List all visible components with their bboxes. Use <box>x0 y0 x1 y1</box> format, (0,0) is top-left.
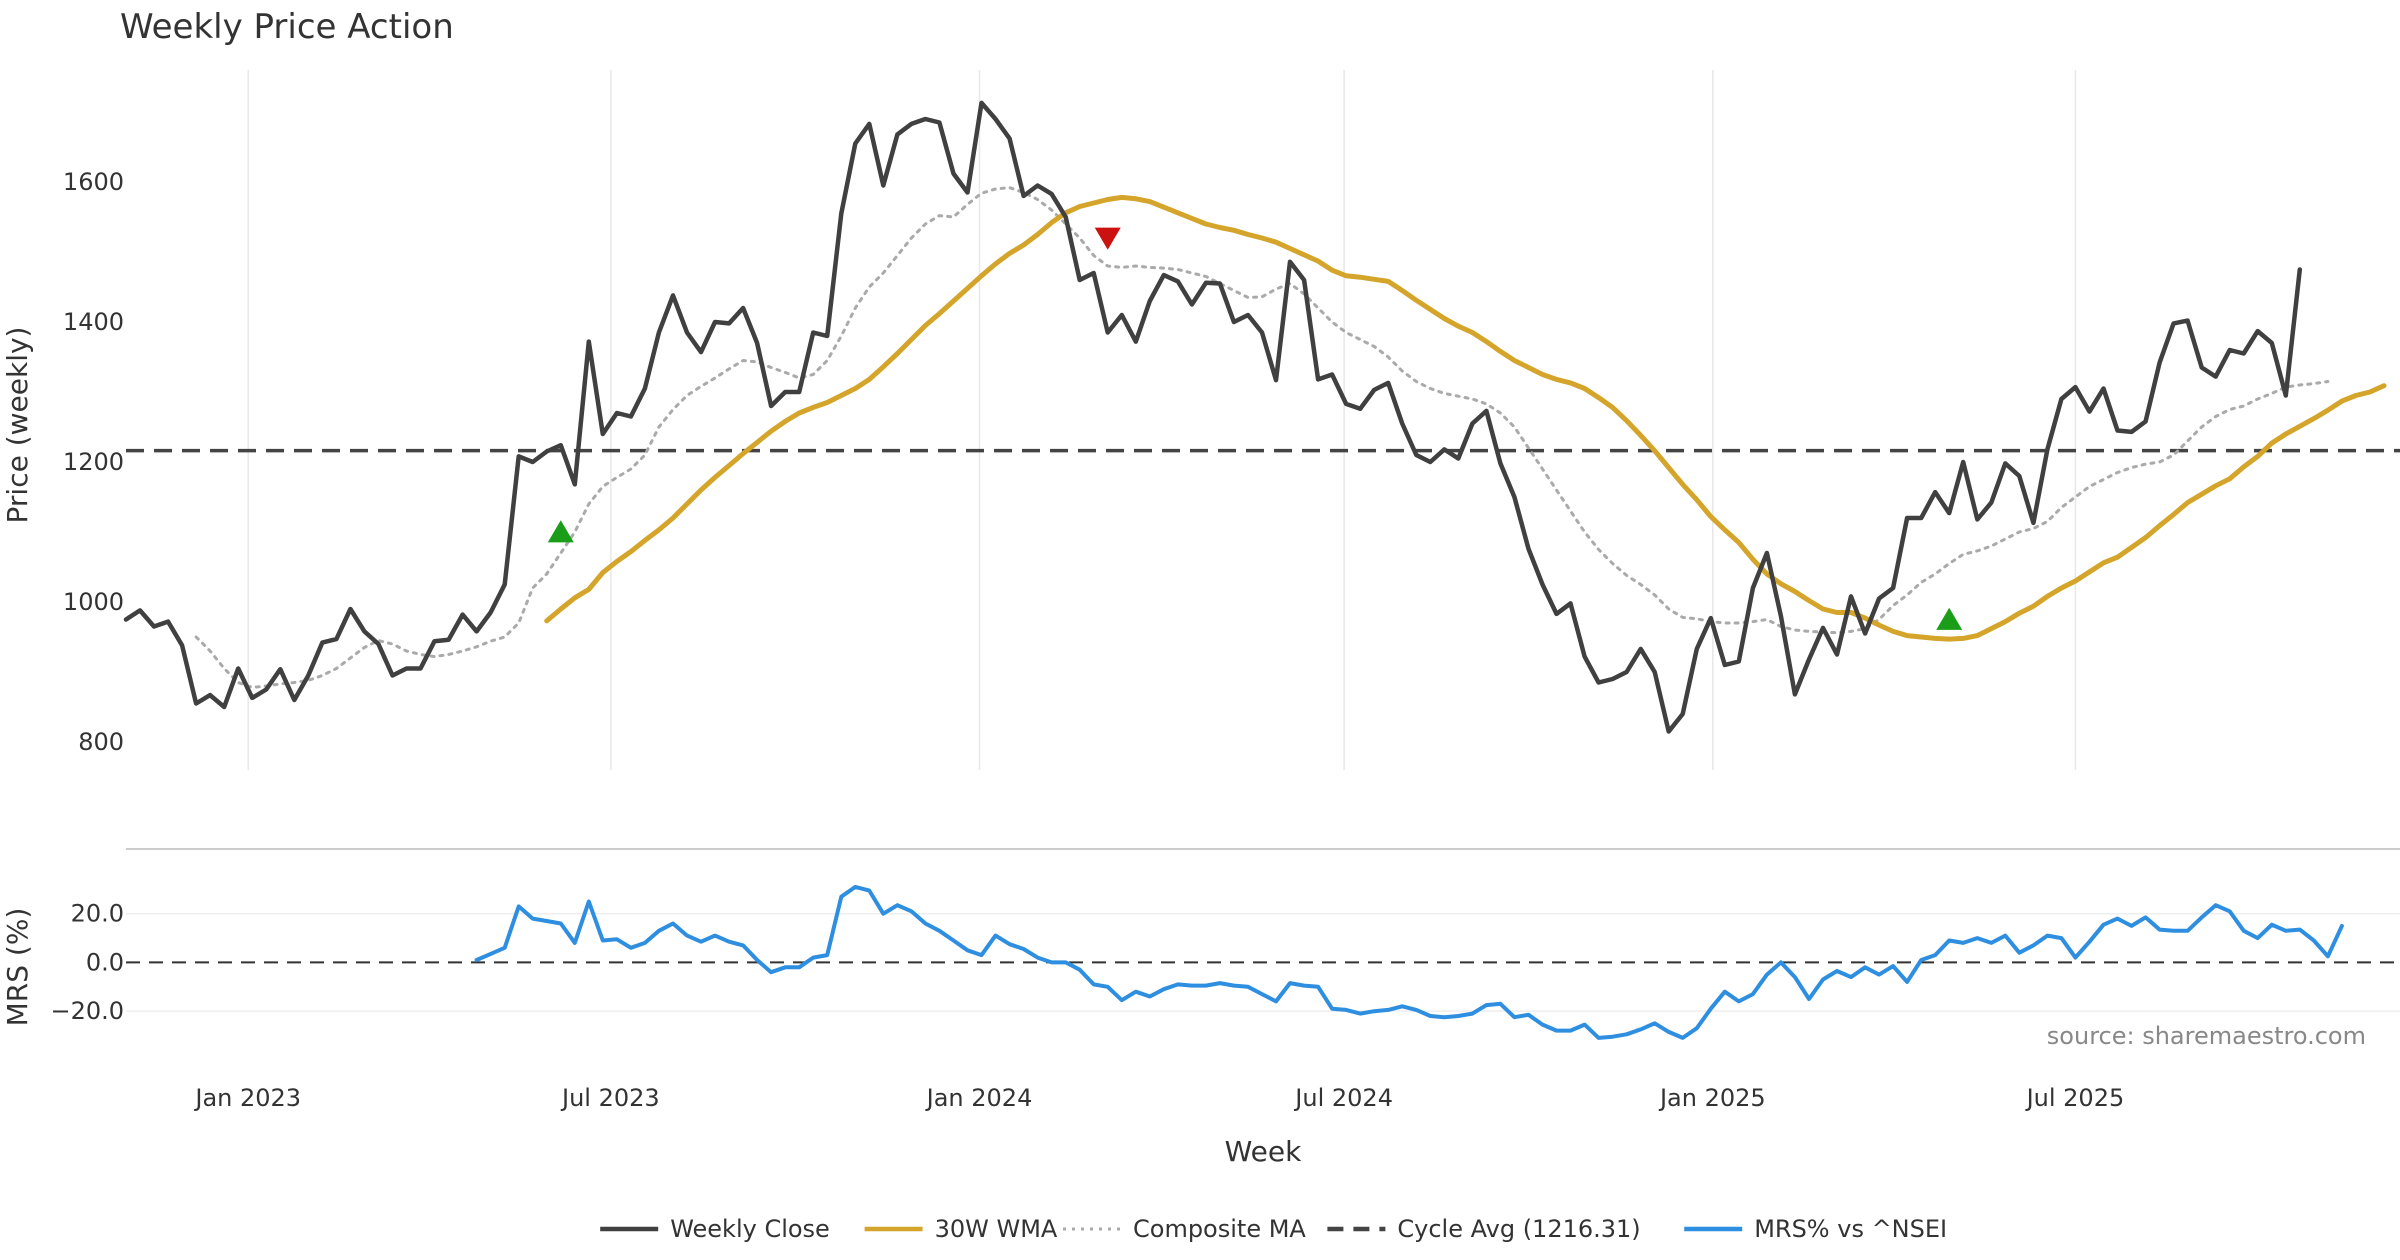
mrs-panel: 20.0 0.0 −20.0 <box>50 884 2400 1040</box>
mrs-y-axis-label: MRS (%) <box>1 908 34 1027</box>
mrs-y-tick-label: 20.0 <box>71 900 124 928</box>
buy-signal-marker <box>1936 607 1963 630</box>
legend: Weekly Close 30W WMA Composite MA Cycle Avg… <box>600 1215 1947 1243</box>
y-tick-label: 800 <box>78 728 124 756</box>
mrs-series <box>474 884 2344 1040</box>
legend-label: Weekly Close <box>670 1215 830 1243</box>
x-tick-label: Jan 2025 <box>1658 1084 1766 1112</box>
legend-label: MRS% vs ^NSEI <box>1754 1215 1947 1243</box>
mrs-y-tick-label: −20.0 <box>50 997 124 1025</box>
x-tick-label: Jan 2024 <box>925 1084 1033 1112</box>
mrs-grid <box>126 912 2400 1012</box>
price-series <box>123 100 2387 734</box>
legend-label: Cycle Avg (1216.31) <box>1397 1215 1640 1243</box>
price-grid <box>247 70 2077 770</box>
x-tick-label: Jul 2023 <box>560 1084 660 1112</box>
x-tick-label: Jul 2025 <box>2025 1084 2125 1112</box>
y-tick-label: 1200 <box>63 448 124 476</box>
chart-title: Weekly Price Action <box>120 7 454 47</box>
y-tick-label: 1400 <box>63 308 124 336</box>
mrs-vs-nsei-line <box>474 884 2344 1040</box>
composite-ma-line <box>194 186 2330 689</box>
price-panel: 800 1000 1200 1400 1600 <box>63 70 2400 770</box>
mrs-y-ticks: 20.0 0.0 −20.0 <box>50 900 124 1025</box>
price-y-axis-label: Price (weekly) <box>1 327 34 524</box>
y-tick-label: 1000 <box>63 588 124 616</box>
signal-markers <box>547 227 1963 630</box>
x-tick-label: Jul 2024 <box>1293 1084 1393 1112</box>
buy-signal-marker <box>547 520 574 543</box>
mrs-y-tick-label: 0.0 <box>86 948 124 976</box>
x-tick-label: Jan 2023 <box>193 1084 301 1112</box>
weekly-close-line <box>123 100 2303 734</box>
x-axis-label: Week <box>1225 1135 1302 1168</box>
x-ticks: Jan 2023 Jul 2023 Jan 2024 Jul 2024 Jan 2025… <box>193 1084 2124 1112</box>
y-tick-label: 1600 <box>63 168 124 196</box>
price-y-ticks: 800 1000 1200 1400 1600 <box>63 168 124 756</box>
30w-wma-line <box>544 194 2387 642</box>
legend-label: 30W WMA <box>935 1215 1058 1243</box>
sell-signal-marker <box>1094 227 1121 250</box>
legend-label: Composite MA <box>1133 1215 1306 1243</box>
source-note: source: sharemaestro.com <box>2047 1022 2366 1050</box>
